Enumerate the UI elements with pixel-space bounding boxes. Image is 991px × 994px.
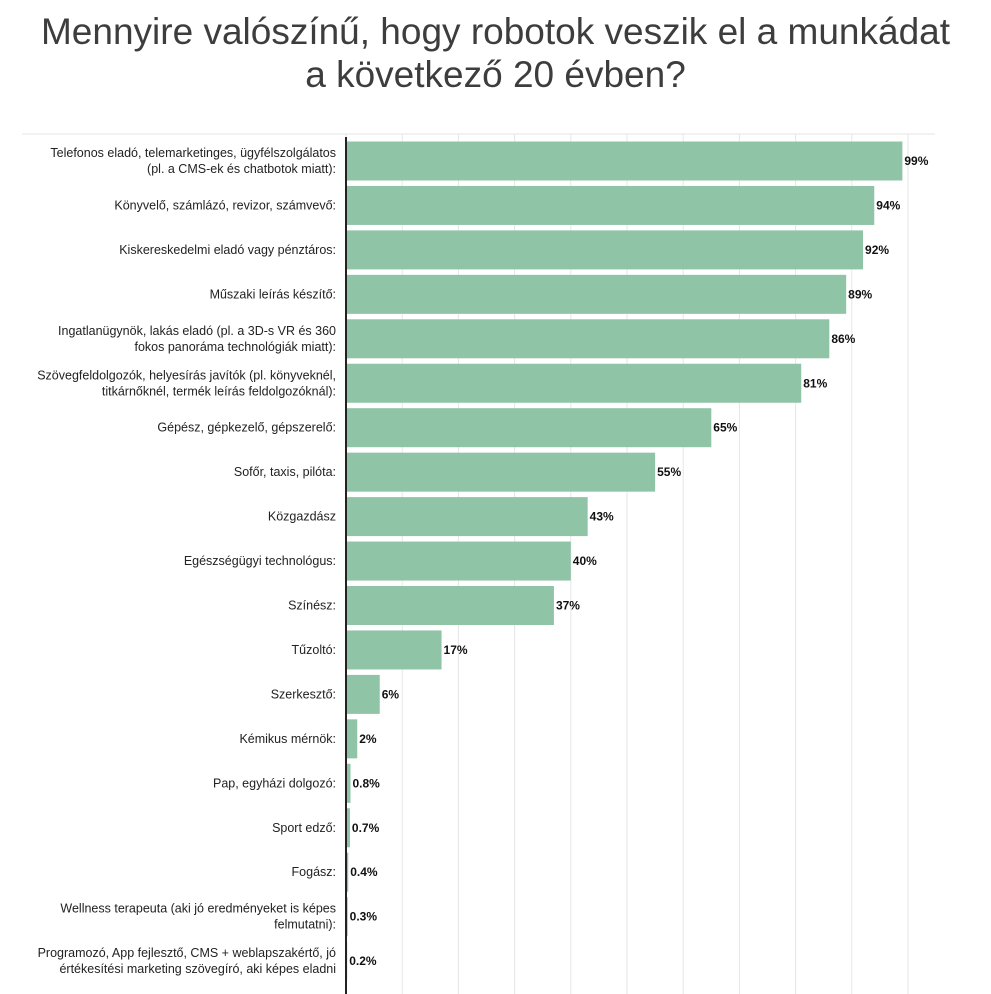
category-label-line: értékesítési marketing szövegíró, aki ké… — [59, 962, 336, 976]
category-label-line: Wellness terapeuta (aki jó eredményeket … — [60, 902, 336, 916]
category-label: Tűzoltó: — [292, 643, 336, 657]
category-label: Könyvelő, számlázó, revizor, számvevő: — [114, 198, 336, 212]
category-label: Programozó, App fejlesztő, CMS + weblaps… — [38, 946, 336, 976]
category-label: Ingatlanügynök, lakás eladó (pl. a 3D-s … — [58, 324, 336, 354]
category-label-line: Sport edző: — [272, 821, 336, 835]
bar — [346, 541, 571, 581]
category-label-line: Egészségügyi technológus: — [184, 554, 336, 568]
bar — [346, 319, 830, 359]
value-label: 86% — [831, 332, 855, 346]
category-label: Gépész, gépkezelő, gépszerelő: — [157, 421, 336, 435]
value-label: 99% — [904, 154, 928, 168]
value-label: 6% — [382, 687, 400, 701]
category-label: Fogász: — [292, 865, 336, 879]
chart-title-line-1: Mennyire valószínű, hogy robotok veszik … — [40, 11, 951, 52]
category-label-line: Sofőr, taxis, pilóta: — [234, 465, 336, 479]
category-label: Sofőr, taxis, pilóta: — [234, 465, 336, 479]
bar — [346, 408, 712, 448]
bar — [346, 630, 442, 670]
category-label-line: Szövegfeldolgozók, helyesírás javítók (p… — [37, 368, 336, 382]
bar — [346, 363, 802, 403]
category-label: Sport edző: — [272, 821, 336, 835]
category-label-line: Közgazdász — [268, 510, 336, 524]
category-label: Telefonos eladó, telemarketinges, ügyfél… — [50, 146, 336, 176]
category-label: Közgazdász — [268, 510, 336, 524]
category-label: Műszaki leírás készítő: — [210, 287, 336, 301]
category-label-line: Telefonos eladó, telemarketinges, ügyfél… — [50, 146, 336, 160]
value-label: 94% — [876, 198, 900, 212]
category-label-line: Pap, egyházi dolgozó: — [213, 776, 336, 790]
category-label-line: Kiskereskedelmi eladó vagy pénztáros: — [119, 243, 336, 257]
category-label-line: Ingatlanügynök, lakás eladó (pl. a 3D-s … — [58, 324, 336, 338]
bar — [346, 274, 847, 314]
bar — [346, 452, 656, 492]
bar — [346, 719, 358, 759]
category-label-line: fokos panoráma technológiák miatt): — [135, 340, 337, 354]
value-label: 0.2% — [349, 954, 377, 968]
category-label-line: (pl. a CMS-ek és chatbotok miatt): — [147, 162, 336, 176]
value-label: 65% — [713, 421, 737, 435]
category-label-line: Színész: — [288, 599, 336, 613]
category-label-line: Kémikus mérnök: — [239, 732, 336, 746]
value-label: 43% — [590, 510, 614, 524]
value-label: 81% — [803, 376, 827, 390]
bar — [346, 852, 349, 892]
value-label: 0.7% — [352, 821, 380, 835]
category-label-line: titkárnőknél, termék leírás feldolgozókn… — [102, 384, 336, 398]
value-label: 55% — [657, 465, 681, 479]
category-label: Egészségügyi technológus: — [184, 554, 336, 568]
bar — [346, 497, 588, 537]
category-label-line: felmutatni): — [274, 918, 336, 932]
category-label-line: Programozó, App fejlesztő, CMS + weblaps… — [38, 946, 336, 960]
category-label: Wellness terapeuta (aki jó eredményeket … — [60, 902, 336, 932]
category-label-line: Műszaki leírás készítő: — [210, 287, 336, 301]
category-label: Kiskereskedelmi eladó vagy pénztáros: — [119, 243, 336, 257]
value-label: 89% — [848, 287, 872, 301]
bar — [346, 674, 380, 714]
value-label: 0.3% — [350, 910, 378, 924]
category-label-line: Könyvelő, számlázó, revizor, számvevő: — [114, 198, 336, 212]
category-label-line: Tűzoltó: — [292, 643, 336, 657]
value-label: 0.4% — [350, 865, 378, 879]
chart-title-line-2: a következő 20 évben? — [305, 54, 686, 95]
category-label-line: Fogász: — [292, 865, 336, 879]
bar — [346, 586, 554, 625]
value-label: 92% — [865, 243, 889, 257]
bar — [346, 230, 864, 270]
chart-title: Mennyire valószínű, hogy robotok veszik … — [0, 10, 991, 96]
category-label: Szerkesztő: — [271, 687, 336, 701]
value-label: 40% — [573, 554, 597, 568]
category-label: Színész: — [288, 599, 336, 613]
bar — [346, 141, 903, 181]
value-label: 37% — [556, 599, 580, 613]
bar — [346, 763, 351, 803]
value-label: 17% — [444, 643, 468, 657]
category-label-line: Gépész, gépkezelő, gépszerelő: — [157, 421, 336, 435]
category-label: Szövegfeldolgozók, helyesírás javítók (p… — [37, 368, 336, 398]
category-label-line: Szerkesztő: — [271, 687, 336, 701]
category-label: Kémikus mérnök: — [239, 732, 336, 746]
bar — [346, 808, 350, 848]
category-label: Pap, egyházi dolgozó: — [213, 776, 336, 790]
bar — [346, 185, 875, 225]
value-label: 0.8% — [352, 776, 380, 790]
value-label: 2% — [359, 732, 377, 746]
